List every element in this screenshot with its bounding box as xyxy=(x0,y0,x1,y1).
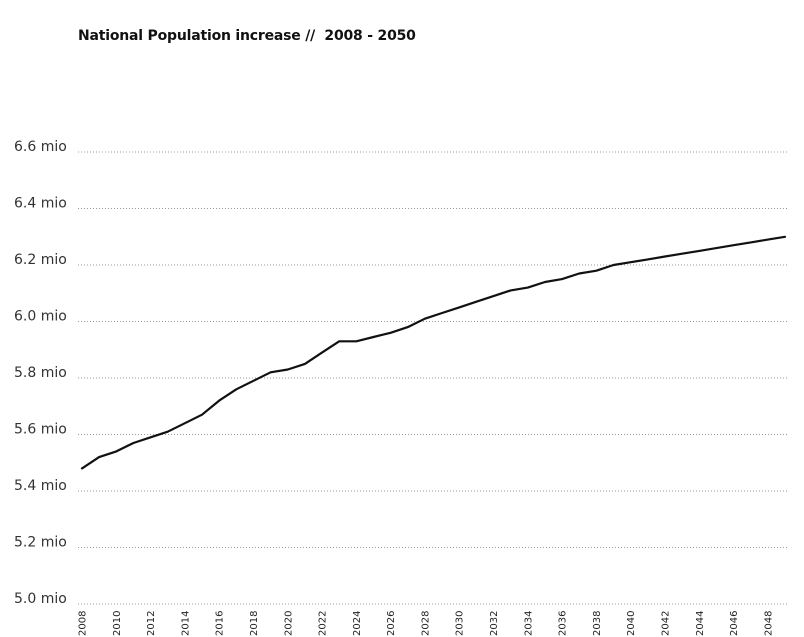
y-tick-label: 6.2 mio xyxy=(14,252,67,268)
x-tick-label: 2016 xyxy=(215,611,226,636)
gridlines xyxy=(78,151,789,605)
x-tick-label: 2044 xyxy=(695,611,706,636)
y-tick-label: 6.0 mio xyxy=(14,309,67,325)
x-tick-label: 2014 xyxy=(180,611,191,636)
x-tick-label: 2046 xyxy=(729,611,740,636)
x-tick-label: 2040 xyxy=(626,611,637,636)
x-tick-label: 2012 xyxy=(146,611,157,636)
x-tick-label: 2024 xyxy=(352,611,363,636)
x-tick-label: 2042 xyxy=(660,611,671,636)
y-tick-label: 5.2 mio xyxy=(14,535,67,551)
x-tick-label: 2008 xyxy=(78,611,89,636)
x-tick-label: 2020 xyxy=(283,611,294,636)
y-tick-label: 5.8 mio xyxy=(14,365,67,381)
x-tick-label: 2048 xyxy=(763,611,774,636)
series-layer xyxy=(80,235,787,470)
x-axis-tick-labels: 2008 2010 2012 2014 2016 2018 2020 2022 2024 2026… xyxy=(78,611,775,636)
x-tick-label: 2038 xyxy=(592,611,603,636)
y-tick-label: 5.0 mio xyxy=(14,591,67,607)
y-tick-label: 6.6 mio xyxy=(14,139,67,155)
y-tick-label: 5.4 mio xyxy=(14,478,67,494)
x-tick-label: 2028 xyxy=(420,611,431,636)
y-tick-label: 6.4 mio xyxy=(14,196,67,212)
x-tick-label: 2022 xyxy=(318,611,329,636)
x-tick-label: 2032 xyxy=(489,611,500,636)
series-line xyxy=(80,235,787,470)
x-tick-label: 2034 xyxy=(523,611,534,636)
y-axis-tick-labels: 5.0 mio 5.2 mio 5.4 mio 5.6 mio 5.8 mio 6.0 m… xyxy=(14,139,67,607)
x-tick-label: 2010 xyxy=(112,611,123,636)
x-tick-label: 2018 xyxy=(249,611,260,636)
x-tick-label: 2036 xyxy=(558,611,569,636)
y-tick-label: 5.6 mio xyxy=(14,422,67,438)
x-tick-label: 2030 xyxy=(455,611,466,636)
chart-title: National Population increase // 2008 - 2… xyxy=(78,28,416,44)
x-tick-label: 2026 xyxy=(386,611,397,636)
